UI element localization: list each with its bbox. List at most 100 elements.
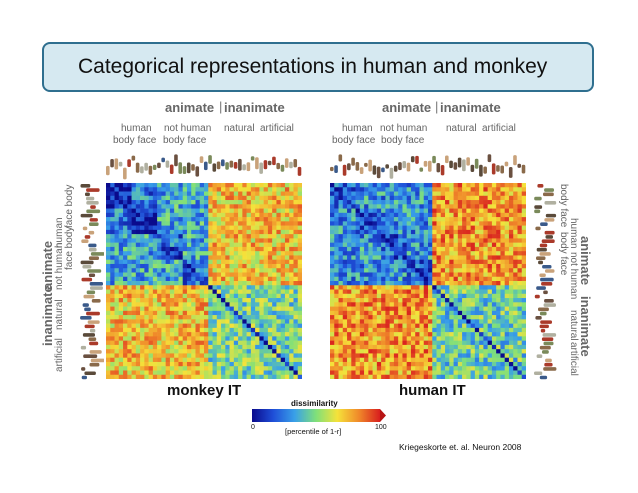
matrix-cell <box>517 238 523 243</box>
matrix-cell <box>402 319 407 324</box>
matrix-cell <box>178 285 183 290</box>
matrix-cell <box>406 344 412 350</box>
matrix-cell <box>272 191 277 197</box>
matrix-cell <box>204 268 209 273</box>
matrix-cell <box>255 255 260 260</box>
matrix-cell <box>280 310 286 316</box>
matrix-cell <box>389 255 395 260</box>
matrix-cell <box>410 251 416 256</box>
matrix-cell <box>255 208 260 214</box>
matrix-cell <box>406 183 412 188</box>
matrix-cell <box>432 242 437 248</box>
matrix-cell <box>276 374 281 379</box>
side-label-natural: natural <box>568 310 579 341</box>
matrix-cell <box>280 208 286 214</box>
matrix-cell <box>131 302 137 307</box>
matrix-cell <box>148 191 154 197</box>
matrix-cell <box>381 366 386 371</box>
matrix-cell <box>233 242 239 248</box>
matrix-cell <box>432 323 437 329</box>
matrix-cell <box>135 221 141 226</box>
matrix-cell <box>470 285 476 290</box>
matrix-cell <box>148 272 154 278</box>
matrix-cell <box>127 298 132 303</box>
matrix-cell <box>140 234 145 239</box>
matrix-cell <box>246 293 252 299</box>
matrix-cell <box>347 204 352 209</box>
matrix-cell <box>474 251 480 256</box>
matrix-cell <box>135 191 141 197</box>
matrix-cell <box>238 217 243 222</box>
matrix-cell <box>289 195 294 201</box>
matrix-cell <box>402 259 407 265</box>
matrix-cell <box>199 281 205 286</box>
matrix-cell <box>359 242 365 248</box>
stimulus-thumbnail <box>540 328 546 333</box>
matrix-cell <box>406 374 412 379</box>
stimulus-thumbnail <box>517 163 522 168</box>
matrix-cell <box>144 259 149 265</box>
matrix-cell <box>466 272 471 278</box>
matrix-cell <box>521 259 526 265</box>
matrix-cell <box>284 344 290 350</box>
matrix-cell <box>500 263 505 269</box>
matrix-cell <box>152 238 158 243</box>
matrix-cell <box>259 361 264 367</box>
matrix-cell <box>342 357 348 363</box>
matrix-cell <box>389 259 395 265</box>
matrix-cell <box>238 191 243 197</box>
matrix-cell <box>289 349 294 354</box>
matrix-cell <box>225 310 230 316</box>
matrix-cell <box>483 349 488 354</box>
matrix-cell <box>110 208 115 214</box>
matrix-cell <box>479 234 484 239</box>
matrix-cell <box>289 255 294 260</box>
matrix-cell <box>359 200 365 205</box>
matrix-cell <box>186 263 192 269</box>
matrix-cell <box>212 336 218 341</box>
matrix-cell <box>381 289 386 295</box>
matrix-cell <box>419 319 425 324</box>
matrix-cell <box>127 289 132 295</box>
matrix-cell <box>238 344 243 350</box>
matrix-cell <box>436 319 442 324</box>
matrix-cell <box>152 234 158 239</box>
matrix-cell <box>351 263 356 269</box>
matrix-cell <box>479 268 484 273</box>
matrix-cell <box>123 246 128 252</box>
matrix-cell <box>293 315 299 320</box>
matrix-cell <box>406 319 412 324</box>
matrix-cell <box>389 353 395 358</box>
matrix-cell <box>491 221 497 226</box>
matrix-cell <box>225 195 230 201</box>
matrix-cell <box>289 370 294 376</box>
matrix-cell <box>289 374 294 379</box>
matrix-cell <box>293 327 299 333</box>
matrix-cell <box>359 315 365 320</box>
matrix-cell <box>338 370 344 376</box>
matrix-cell <box>372 212 378 218</box>
matrix-cell <box>462 183 467 188</box>
matrix-cell <box>445 221 450 226</box>
matrix-cell <box>491 370 497 376</box>
matrix-cell <box>118 319 124 324</box>
matrix-cell <box>165 263 171 269</box>
matrix-cell <box>267 221 273 226</box>
matrix-cell <box>212 246 218 252</box>
matrix-cell <box>289 319 294 324</box>
matrix-cell <box>204 234 209 239</box>
matrix-cell <box>255 234 260 239</box>
matrix-cell <box>445 349 450 354</box>
stimulus-thumbnail <box>423 160 428 167</box>
matrix-cell <box>242 340 247 346</box>
matrix-cell <box>449 336 454 341</box>
matrix-cell <box>293 251 299 256</box>
matrix-cell <box>513 332 518 337</box>
matrix-cell <box>238 306 243 312</box>
matrix-cell <box>267 327 273 333</box>
stimulus-thumbnail <box>545 358 552 363</box>
matrix-cell <box>242 370 247 376</box>
matrix-cell <box>238 332 243 337</box>
matrix-cell <box>376 370 382 376</box>
matrix-cell <box>246 212 252 218</box>
